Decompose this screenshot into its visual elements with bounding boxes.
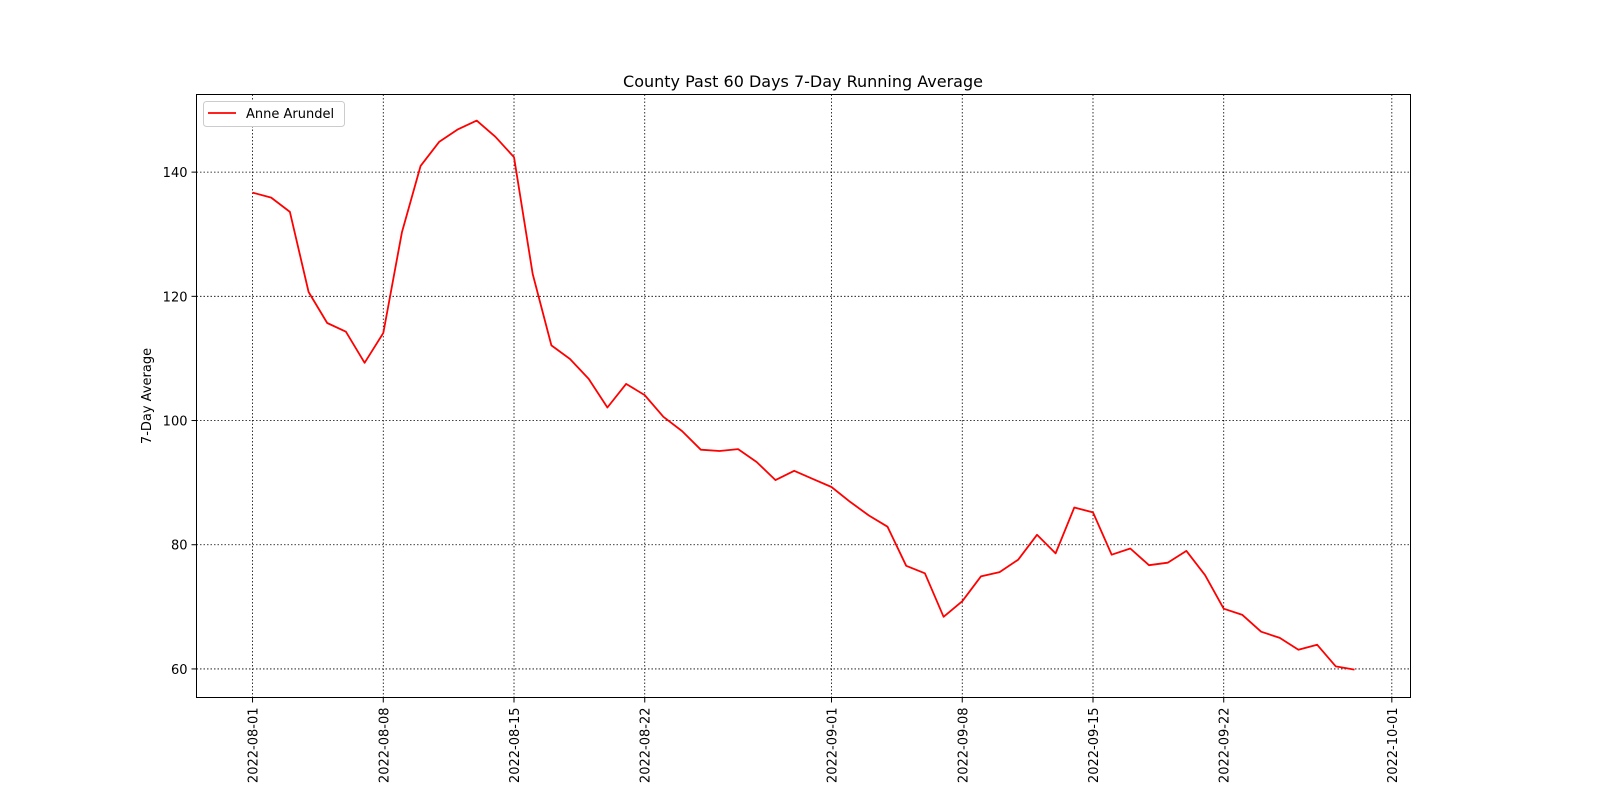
y-tick-label: 80 [171,539,188,554]
y-tick-label: 60 [171,663,188,678]
x-tick-label: 2022-08-15 [508,708,523,784]
y-tick-label: 140 [163,166,188,181]
legend: Anne Arundel [203,101,345,127]
y-tick-label: 120 [163,290,188,305]
x-tick-label: 2022-10-01 [1386,708,1401,784]
x-tick-label: 2022-09-08 [956,708,971,784]
x-tick-label: 2022-08-08 [377,708,392,784]
grid-lines [196,94,1411,698]
y-tick-label: 100 [163,415,188,430]
axis-ticks: 2022-08-01 2022-08-08 2022-08-15 2022-08-22… [163,166,1401,783]
x-tick-label: 2022-08-22 [639,708,654,784]
plot-frame [196,94,1411,698]
x-tick-label: 2022-09-22 [1218,708,1233,784]
x-tick-label: 2022-09-15 [1087,708,1102,784]
series-layer [252,119,1355,671]
x-tick-label: 2022-08-01 [247,708,262,784]
legend-box [203,101,345,127]
chart-title: County Past 60 Days 7-Day Running Averag… [623,72,983,91]
x-tick-label: 2022-09-01 [826,708,841,784]
series-line-anne-arundel [252,119,1355,671]
legend-label-anne-arundel: Anne Arundel [246,107,334,122]
y-axis-label: 7-Day Average [140,348,155,444]
